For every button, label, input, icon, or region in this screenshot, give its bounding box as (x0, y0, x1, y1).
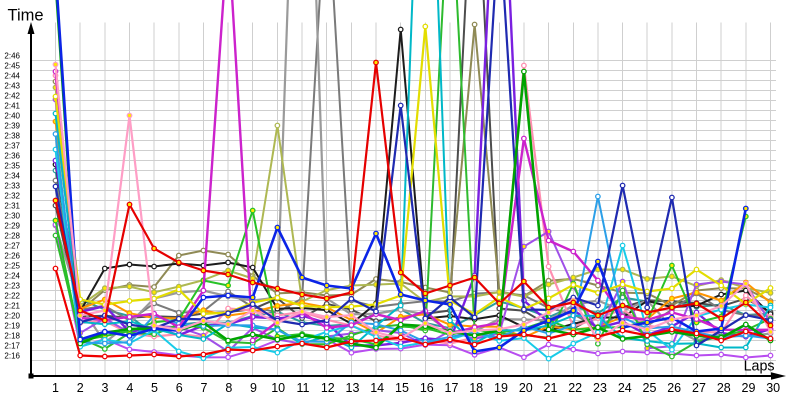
svg-text:2:38: 2:38 (4, 131, 20, 140)
svg-text:6: 6 (176, 381, 183, 395)
svg-text:2:19: 2:19 (4, 321, 20, 330)
svg-text:29: 29 (742, 381, 756, 395)
svg-text:22: 22 (568, 381, 582, 395)
svg-text:2:39: 2:39 (4, 121, 20, 130)
svg-text:2:23: 2:23 (4, 281, 20, 290)
svg-text:2:28: 2:28 (4, 231, 20, 240)
svg-text:11: 11 (297, 381, 310, 395)
svg-text:14: 14 (370, 381, 384, 395)
svg-text:23: 23 (593, 381, 607, 395)
svg-text:2:41: 2:41 (4, 101, 20, 110)
svg-text:Laps: Laps (744, 358, 775, 374)
svg-text:2:34: 2:34 (4, 171, 20, 180)
svg-text:2:26: 2:26 (4, 251, 20, 260)
svg-text:2:17: 2:17 (4, 341, 20, 350)
svg-text:2:35: 2:35 (4, 161, 20, 170)
svg-text:21: 21 (544, 381, 558, 395)
svg-text:13: 13 (346, 381, 360, 395)
svg-text:9: 9 (250, 381, 257, 395)
svg-text:2:30: 2:30 (4, 211, 20, 220)
svg-text:10: 10 (271, 381, 285, 395)
svg-text:28: 28 (717, 381, 731, 395)
svg-text:17: 17 (445, 381, 459, 395)
svg-text:2:44: 2:44 (4, 71, 20, 80)
svg-text:18: 18 (469, 381, 483, 395)
svg-text:Time: Time (8, 7, 44, 25)
svg-text:2:20: 2:20 (4, 311, 20, 320)
svg-text:2:31: 2:31 (4, 201, 20, 210)
svg-text:2:37: 2:37 (4, 141, 20, 150)
svg-text:5: 5 (151, 381, 158, 395)
svg-text:2:42: 2:42 (4, 91, 20, 100)
svg-text:7: 7 (201, 381, 208, 395)
svg-text:27: 27 (692, 381, 706, 395)
svg-text:19: 19 (494, 381, 508, 395)
svg-text:12: 12 (321, 381, 335, 395)
svg-text:2:22: 2:22 (4, 291, 20, 300)
svg-text:4: 4 (126, 381, 133, 395)
svg-text:2:21: 2:21 (4, 301, 20, 310)
svg-text:1: 1 (52, 381, 59, 395)
svg-text:3: 3 (102, 381, 109, 395)
svg-text:2: 2 (77, 381, 84, 395)
svg-text:24: 24 (618, 381, 632, 395)
svg-text:30: 30 (766, 381, 780, 395)
svg-text:2:29: 2:29 (4, 221, 20, 230)
svg-text:26: 26 (667, 381, 681, 395)
svg-text:2:27: 2:27 (4, 241, 20, 250)
svg-text:16: 16 (420, 381, 434, 395)
svg-text:2:36: 2:36 (4, 151, 20, 160)
svg-text:2:46: 2:46 (4, 51, 20, 60)
svg-text:2:45: 2:45 (4, 61, 20, 70)
svg-text:2:43: 2:43 (4, 81, 20, 90)
svg-text:2:40: 2:40 (4, 111, 20, 120)
svg-text:20: 20 (519, 381, 533, 395)
svg-text:2:24: 2:24 (4, 271, 20, 280)
svg-text:2:18: 2:18 (4, 331, 20, 340)
svg-text:25: 25 (643, 381, 657, 395)
svg-text:2:16: 2:16 (4, 351, 20, 360)
svg-text:15: 15 (395, 381, 409, 395)
svg-text:2:32: 2:32 (4, 191, 20, 200)
svg-text:8: 8 (225, 381, 232, 395)
svg-text:2:33: 2:33 (4, 181, 20, 190)
svg-text:2:25: 2:25 (4, 261, 20, 270)
